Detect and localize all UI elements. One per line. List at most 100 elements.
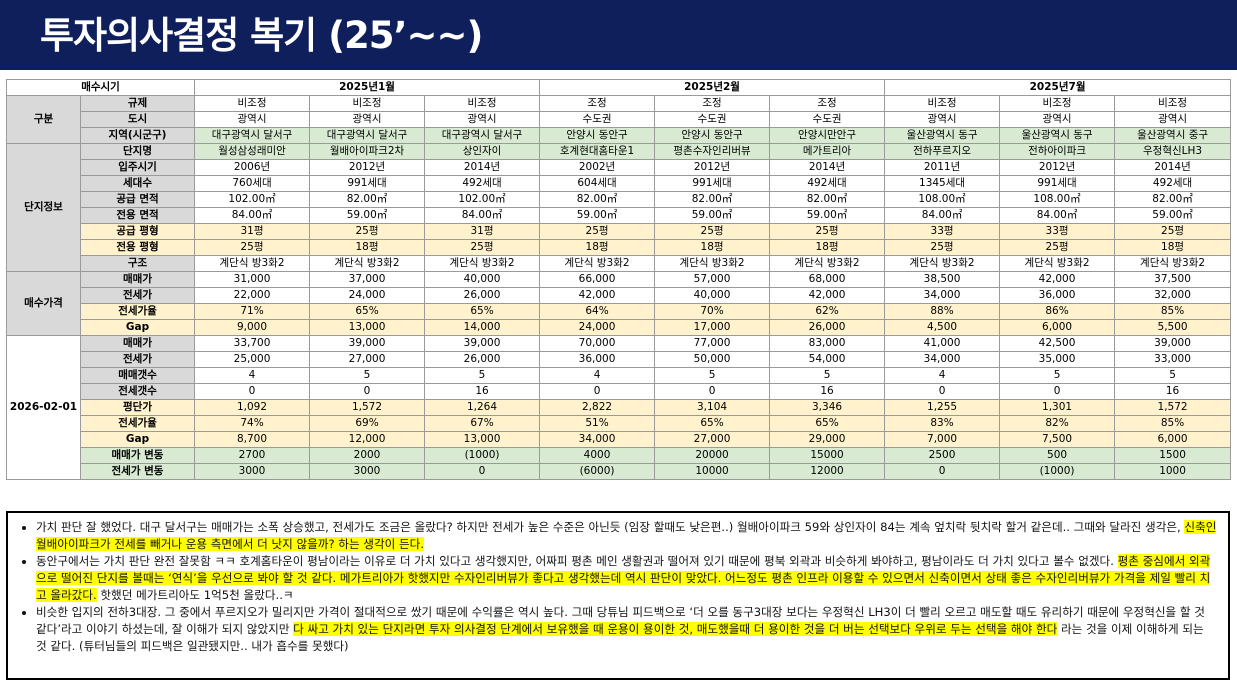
table-cell: 5	[769, 367, 886, 384]
row-label: 매매가	[79, 271, 196, 288]
table-cell: 13,000	[309, 319, 426, 336]
table-cell: 18평	[309, 239, 426, 256]
table-cell: 26,000	[424, 287, 541, 304]
table-cell: 2012년	[309, 159, 426, 176]
table-cell: 84.00㎡	[999, 207, 1116, 224]
table-cell: 조정	[769, 95, 886, 112]
table-cell: 18평	[654, 239, 771, 256]
table-cell: 2011년	[884, 159, 1001, 176]
table-cell: 37,000	[309, 271, 426, 288]
table-cell: 5	[424, 367, 541, 384]
row-label: 입주시기	[79, 159, 196, 176]
row-label: 공급 면적	[79, 191, 196, 208]
row-label: 매매갯수	[79, 367, 196, 384]
note-text: 비슷한 입지의 전하3대장. 그 중에서 푸르지오가 밀리지만 가격이 절대적으…	[36, 605, 1205, 636]
row-label: 도시	[79, 111, 196, 128]
table-cell: 16	[424, 383, 541, 400]
table-cell: 59.00㎡	[1114, 207, 1232, 224]
row-label: 전세갯수	[79, 383, 196, 400]
table-cell: 비조정	[309, 95, 426, 112]
table-cell: 조정	[654, 95, 771, 112]
table-cell: (1000)	[424, 447, 541, 464]
table-row: 매매가 변동 2700 2000 (1000) 4000 20000 15000 2500 50…	[7, 447, 1232, 464]
table-cell: 2700	[194, 447, 311, 464]
notes-list: 가치 판단 잘 했었다. 대구 달서구는 매매가는 소폭 상승했고, 전세가도 …	[18, 519, 1218, 655]
note-text: 가치 판단 잘 했었다. 대구 달서구는 매매가는 소폭 상승했고, 전세가도 …	[36, 520, 1185, 534]
table-cell: 604세대	[539, 175, 656, 192]
table-cell: 5	[654, 367, 771, 384]
table-cell: 1,092	[194, 399, 311, 416]
table-cell: 수도권	[539, 111, 656, 128]
table-cell: 수도권	[654, 111, 771, 128]
table-cell: 5	[1114, 367, 1232, 384]
table-cell: 평촌수자인리버뷰	[654, 143, 771, 160]
table-cell: 50,000	[654, 351, 771, 368]
note-item: 동안구에서는 가치 판단 완전 잘못함 ㅋㅋ 호계홈타운이 평남이라는 이유로 …	[36, 553, 1218, 604]
table-cell: 0	[999, 383, 1116, 400]
table-cell: 6,000	[1114, 431, 1232, 448]
table-cell: 991세대	[999, 175, 1116, 192]
table-cell: 37,500	[1114, 271, 1232, 288]
table-cell: 비조정	[424, 95, 541, 112]
table-row: 공급 평형 31평 25평 31평 25평 25평 25평 33평 33평 25평	[7, 223, 1232, 240]
note-text: 핫했던 메가트리아도 1억5천 올랐다..ㅋ	[96, 588, 294, 602]
header-row: 매수시기 2025년1월 2025년2월 2025년7월	[5, 79, 1232, 96]
row-label: 전용 면적	[79, 207, 196, 224]
table-cell: 26,000	[424, 351, 541, 368]
table-cell: 24,000	[309, 287, 426, 304]
table-row: 입주시기 2006년 2012년 2014년 2002년 2012년 2014년 2011년 2…	[7, 159, 1232, 176]
table-cell: 수도권	[769, 111, 886, 128]
table-cell: 25평	[654, 223, 771, 240]
table-cell: 34,000	[884, 351, 1001, 368]
table-cell: 25,000	[194, 351, 311, 368]
row-label: 전세가율	[79, 415, 196, 432]
table-cell: 광역시	[194, 111, 311, 128]
table-cell: 14,000	[424, 319, 541, 336]
table-cell: 33,700	[194, 335, 311, 352]
investment-table: 매수시기 2025년1월 2025년2월 2025년7월 구분 규제 비조정 비조정 비조정 조정…	[5, 79, 1232, 480]
table-cell: 84.00㎡	[194, 207, 311, 224]
table-cell: 안양시만안구	[769, 127, 886, 144]
table-cell: 82.00㎡	[309, 191, 426, 208]
table-cell: 24,000	[539, 319, 656, 336]
table-row: 세대수 760세대 991세대 492세대 604세대 991세대 492세대 1345세대 9…	[7, 175, 1232, 192]
table-cell: 비조정	[884, 95, 1001, 112]
table-cell: 88%	[884, 303, 1001, 320]
table-cell: 0	[884, 463, 1001, 480]
table-row: 구조 계단식 방3화2 계단식 방3화2 계단식 방3화2 계단식 방3화2 계단식 방3…	[7, 255, 1232, 272]
table-cell: 31,000	[194, 271, 311, 288]
table-cell: 2500	[884, 447, 1001, 464]
table-cell: 5	[309, 367, 426, 384]
note-item: 가치 판단 잘 했었다. 대구 달서구는 매매가는 소폭 상승했고, 전세가도 …	[36, 519, 1218, 553]
table-cell: 계단식 방3화2	[1114, 255, 1232, 272]
table-cell: 1,572	[309, 399, 426, 416]
title-banner: 투자의사결정 복기 (25’~~)	[0, 0, 1237, 70]
table-cell: 호계현대홈타운1	[539, 143, 656, 160]
table-cell: 7,000	[884, 431, 1001, 448]
table-cell: (6000)	[539, 463, 656, 480]
table-cell: 29,000	[769, 431, 886, 448]
table-cell: 65%	[654, 415, 771, 432]
table-cell: 32,000	[1114, 287, 1232, 304]
table-cell: 광역시	[884, 111, 1001, 128]
table-cell: 0	[194, 383, 311, 400]
table-cell: 38,500	[884, 271, 1001, 288]
table-cell: 69%	[309, 415, 426, 432]
table-cell: 안양시 동안구	[654, 127, 771, 144]
table-cell: 760세대	[194, 175, 311, 192]
table-cell: 25평	[1114, 223, 1232, 240]
table-cell: 계단식 방3화2	[769, 255, 886, 272]
table-cell: 67%	[424, 415, 541, 432]
highlighted-text: 다 싸고 가치 있는 단지라면 투자 의사결정 단계에서 보유했을 때 운용이 …	[293, 622, 1058, 636]
table-cell: 13,000	[424, 431, 541, 448]
table-row: 전세갯수 0 0 16 0 0 16 0 0 16	[7, 383, 1232, 400]
row-label: 규제	[79, 95, 196, 112]
table-cell: 2012년	[654, 159, 771, 176]
table-row: 전세가 22,000 24,000 26,000 42,000 40,000 42,000 3…	[7, 287, 1232, 304]
table-cell: 20000	[654, 447, 771, 464]
table-cell: 0	[424, 463, 541, 480]
review-notes: 가치 판단 잘 했었다. 대구 달서구는 매매가는 소폭 상승했고, 전세가도 …	[6, 511, 1230, 680]
table-cell: (1000)	[999, 463, 1116, 480]
table-row: 매매갯수 4 5 5 4 5 5 4 5 5	[7, 367, 1232, 384]
table-cell: 4	[194, 367, 311, 384]
